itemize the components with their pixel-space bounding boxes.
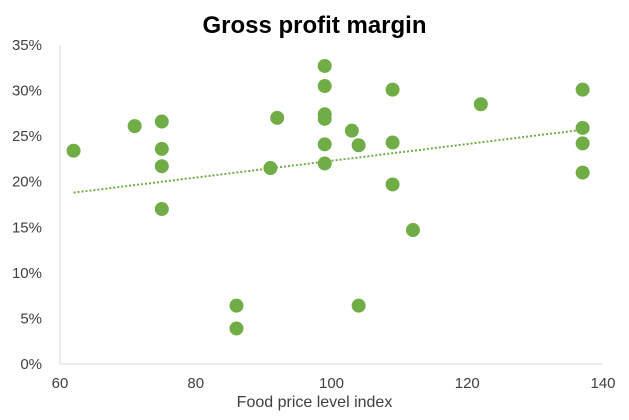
data-point	[270, 110, 285, 125]
y-tick-label: 10%	[12, 265, 42, 282]
data-point	[317, 58, 332, 73]
x-axis-label: Food price level index	[236, 394, 393, 411]
data-point	[405, 223, 420, 238]
data-points	[66, 58, 590, 336]
y-tick-label: 0%	[20, 356, 42, 373]
data-point	[344, 123, 359, 138]
data-point	[575, 82, 590, 97]
data-point	[473, 97, 488, 112]
data-point	[351, 138, 366, 153]
y-tick-label: 30%	[12, 83, 42, 100]
data-point	[575, 120, 590, 135]
data-point	[263, 161, 278, 176]
x-tick-label: 80	[187, 375, 204, 392]
y-axis-ticks: 0% 5% 10% 15% 20% 25% 30% 35%	[12, 37, 42, 373]
data-point	[317, 111, 332, 126]
x-tick-label: 140	[590, 375, 615, 392]
x-tick-label: 120	[455, 375, 480, 392]
x-tick-label: 100	[319, 375, 344, 392]
data-point	[575, 136, 590, 151]
data-point	[229, 321, 244, 336]
data-point	[154, 141, 169, 156]
data-point	[154, 159, 169, 174]
data-point	[351, 298, 366, 313]
data-point	[385, 177, 400, 192]
y-tick-label: 5%	[20, 310, 42, 327]
data-point	[229, 298, 244, 313]
y-tick-label: 20%	[12, 174, 42, 191]
data-point	[154, 202, 169, 217]
data-point	[317, 137, 332, 152]
y-tick-label: 25%	[12, 128, 42, 145]
data-point	[66, 143, 81, 158]
data-point	[127, 119, 142, 134]
data-point	[317, 79, 332, 94]
data-point	[575, 165, 590, 180]
data-point	[317, 156, 332, 171]
x-tick-label: 60	[52, 375, 69, 392]
x-axis-ticks: 60 80 100 120 140	[52, 375, 616, 392]
y-tick-label: 35%	[12, 37, 42, 54]
data-point	[154, 114, 169, 129]
chart-title: Gross profit margin	[202, 12, 427, 39]
data-point	[385, 82, 400, 97]
y-tick-label: 15%	[12, 219, 42, 236]
data-point	[385, 135, 400, 150]
